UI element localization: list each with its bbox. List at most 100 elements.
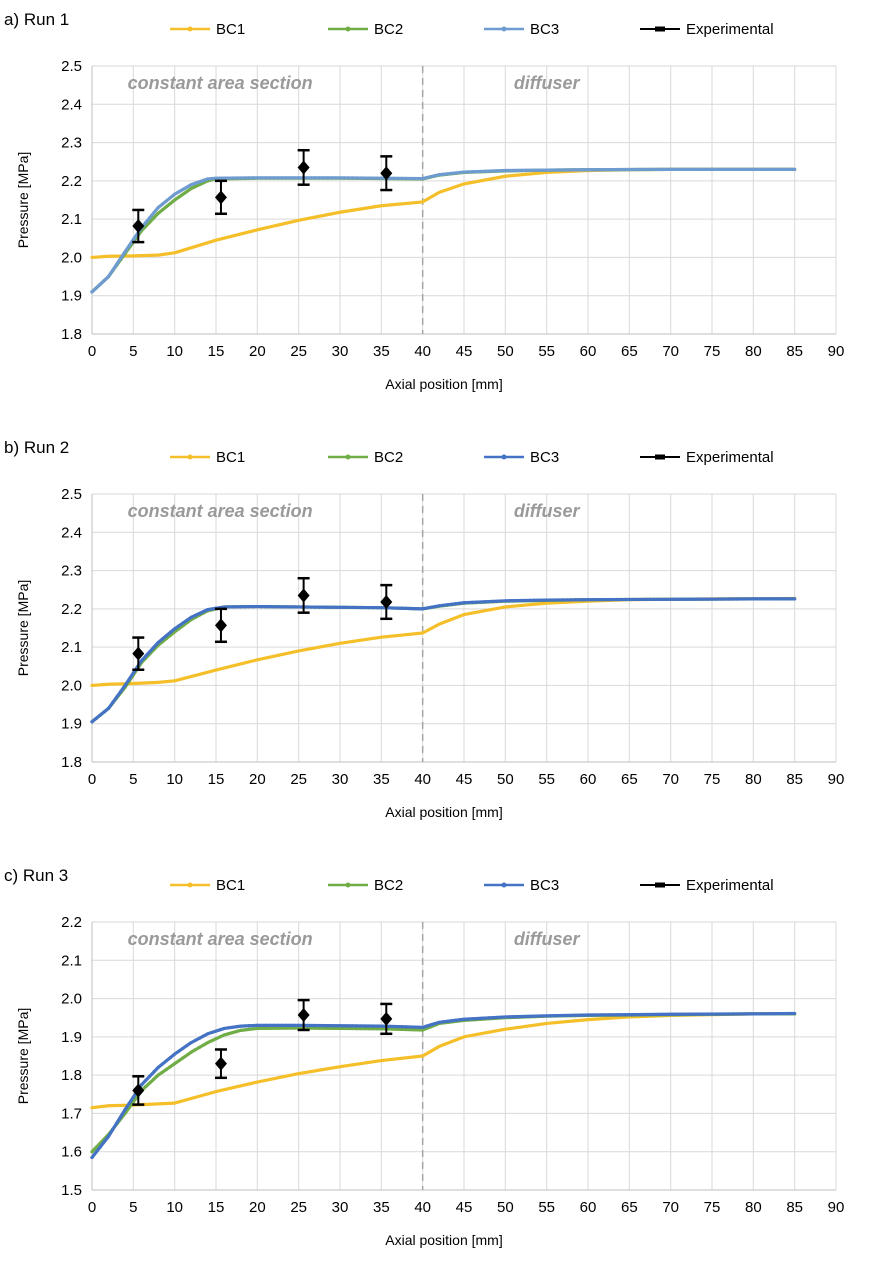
series-point xyxy=(193,1048,197,1052)
diamond-marker xyxy=(380,594,393,609)
region-label-diffuser: diffuser xyxy=(514,73,581,93)
x-tick-label: 90 xyxy=(828,771,845,788)
series-point xyxy=(193,181,197,185)
y-tick-labels: 1.8 1.9 2.0 2.1 2.2 2.3 2.4 2.5 xyxy=(61,486,82,771)
series-point xyxy=(590,1013,594,1017)
series-point xyxy=(255,604,259,609)
series-point xyxy=(429,605,433,609)
series-point xyxy=(326,605,330,609)
series-point xyxy=(330,605,334,609)
x-tick-label: 20 xyxy=(249,771,266,788)
series-point xyxy=(156,1073,160,1077)
series-point xyxy=(607,168,611,172)
series-point xyxy=(346,605,350,609)
series-bc1 xyxy=(90,1012,797,1110)
series-point xyxy=(251,176,255,180)
series-point xyxy=(334,605,338,609)
x-tick-label: 40 xyxy=(414,343,431,360)
series-point xyxy=(164,199,168,203)
series-point xyxy=(780,597,784,601)
series-point xyxy=(164,205,168,209)
series-point xyxy=(202,609,206,614)
diamond-marker xyxy=(297,1008,310,1023)
legend-label-bc2: BC2 xyxy=(374,21,403,38)
series-point xyxy=(681,597,685,601)
series-point xyxy=(731,597,735,601)
series-point xyxy=(640,1012,644,1017)
series-point xyxy=(177,195,181,199)
series-point xyxy=(714,597,718,601)
series-point xyxy=(598,1013,603,1017)
diamond-marker xyxy=(214,1056,227,1071)
series-point xyxy=(131,238,135,242)
series-point xyxy=(491,599,495,603)
series-point xyxy=(197,1036,202,1040)
series-point xyxy=(342,176,346,180)
series-point xyxy=(780,1012,784,1016)
series-point xyxy=(743,167,747,171)
region-label-diffuser: diffuser xyxy=(514,501,581,521)
series-point xyxy=(693,597,698,601)
series-point xyxy=(495,169,499,173)
legend-label-bc2: BC2 xyxy=(374,877,403,894)
series-point xyxy=(367,176,371,180)
series-point xyxy=(416,1028,421,1032)
series-point xyxy=(507,1015,512,1019)
series-point xyxy=(375,606,379,610)
series-point xyxy=(288,1026,292,1030)
series-point xyxy=(677,597,681,601)
series-point xyxy=(545,1014,549,1018)
series-point xyxy=(177,624,181,628)
series-point xyxy=(239,605,243,609)
series-point xyxy=(181,192,185,196)
series-point xyxy=(354,176,359,180)
series-point xyxy=(98,713,102,717)
legend-label-bc3: BC3 xyxy=(530,21,559,38)
series-line-bc2 xyxy=(90,167,797,294)
series-bc3 xyxy=(90,1011,797,1160)
series-point xyxy=(222,1033,226,1037)
series-point xyxy=(760,597,764,601)
series-point xyxy=(644,1012,648,1017)
legend-label-bc1: BC1 xyxy=(216,877,245,894)
series-point xyxy=(268,1023,272,1027)
series-point xyxy=(768,1012,772,1016)
series-point xyxy=(615,168,619,172)
series-point xyxy=(235,1029,239,1034)
series-point xyxy=(168,201,173,205)
x-tick-label: 70 xyxy=(662,343,679,360)
series-point xyxy=(627,167,631,172)
series-point xyxy=(462,1017,466,1021)
series-point xyxy=(350,1024,354,1028)
series-point xyxy=(106,1134,111,1138)
series-point xyxy=(388,606,392,610)
series-point xyxy=(144,220,148,225)
series-point xyxy=(784,597,789,601)
series-point xyxy=(408,606,412,611)
series-point xyxy=(553,1014,557,1018)
series-point xyxy=(557,598,561,602)
x-tick-label: 45 xyxy=(456,343,473,360)
x-tick-label: 5 xyxy=(129,1199,137,1216)
series-point xyxy=(359,1024,363,1028)
series-point xyxy=(90,290,94,294)
series-point xyxy=(706,597,710,601)
series-point xyxy=(524,1014,528,1018)
series-point xyxy=(470,1017,474,1021)
series-point xyxy=(185,1053,189,1057)
experimental-point xyxy=(380,583,393,621)
x-tick-label: 80 xyxy=(745,771,762,788)
series-point xyxy=(235,1025,239,1029)
series-point xyxy=(433,604,437,609)
series-point xyxy=(450,602,454,606)
series-point xyxy=(673,167,677,171)
series-point xyxy=(511,599,516,603)
series-point xyxy=(764,167,768,171)
chart-title: c) Run 3 xyxy=(4,866,68,885)
series-point xyxy=(292,605,297,609)
y-tick-label: 2.1 xyxy=(61,211,82,228)
series-point xyxy=(483,600,487,604)
series-point xyxy=(421,176,425,181)
series-point xyxy=(503,599,507,603)
